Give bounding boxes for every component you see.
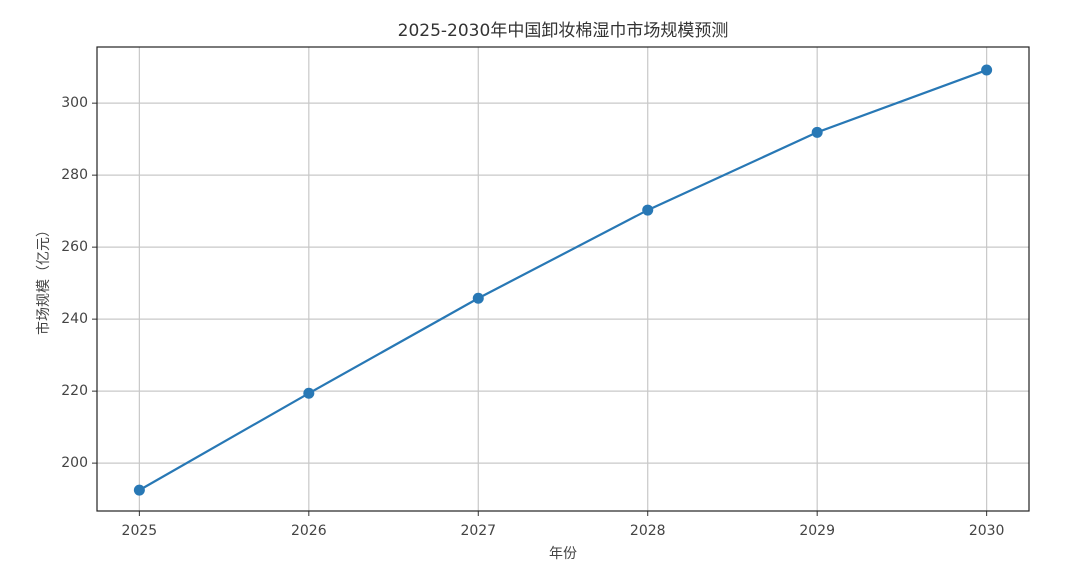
x-tick-label: 2027 [460, 523, 496, 539]
x-tick-label: 2030 [969, 523, 1005, 539]
x-tick-label: 2029 [799, 523, 835, 539]
y-tick-label: 280 [61, 167, 88, 183]
point [472, 292, 484, 304]
x-tick-label: 2028 [630, 523, 666, 539]
point [133, 484, 145, 496]
y-tick-label: 200 [61, 455, 88, 471]
line [138, 69, 988, 492]
chart-title: 2025-2030年中国卸妆棉湿巾市场规模预测 [398, 21, 729, 41]
point [303, 387, 315, 399]
plot-frame [96, 46, 1030, 512]
y-tick-label: 260 [61, 239, 88, 255]
y-axis-label: 市场规模（亿元） [35, 223, 52, 335]
x-tick-label: 2025 [122, 523, 158, 539]
y-tick-label: 300 [61, 95, 88, 111]
point [981, 64, 993, 76]
point [811, 126, 823, 138]
point [642, 204, 654, 216]
x-tick-label: 2026 [291, 523, 327, 539]
y-tick-label: 220 [61, 383, 88, 399]
y-tick-label: 240 [61, 311, 88, 327]
x-axis-label: 年份 [549, 546, 577, 562]
